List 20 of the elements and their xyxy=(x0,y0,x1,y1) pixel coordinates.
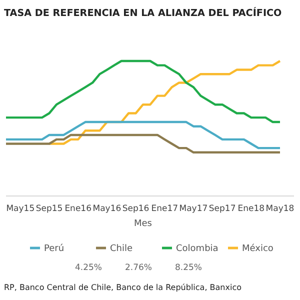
x-tick-label: May15 xyxy=(6,204,35,214)
text: 8.25% xyxy=(175,263,202,273)
x-tick-label: Ene18 xyxy=(238,204,265,214)
legend-label: Chile xyxy=(110,244,133,254)
x-tick-label: May16 xyxy=(92,204,122,214)
x-tick-label: Ene17 xyxy=(151,204,178,214)
x-tick-label: Sep17 xyxy=(208,204,236,214)
x-tick-label: May17 xyxy=(179,204,208,214)
text: 4.25% xyxy=(75,263,102,273)
text: 2.76% xyxy=(125,263,152,273)
x-tick-label: Sep15 xyxy=(36,204,63,214)
x-tick-label: Ene16 xyxy=(64,204,92,214)
legend-label: Colombia xyxy=(176,244,218,254)
x-tick-label: Sep16 xyxy=(122,204,150,214)
legend-label: México xyxy=(242,243,274,254)
chart-title: TASA DE REFERENCIA EN LA ALIANZA DEL PACÍFICO xyxy=(4,7,282,19)
legend-label: Perú xyxy=(44,243,64,254)
x-axis-title: Mes xyxy=(134,219,152,229)
text: RP, Banco Central de Chile, Banco de la República, Banxico xyxy=(4,283,242,292)
x-tick-label: May18 xyxy=(266,204,294,214)
